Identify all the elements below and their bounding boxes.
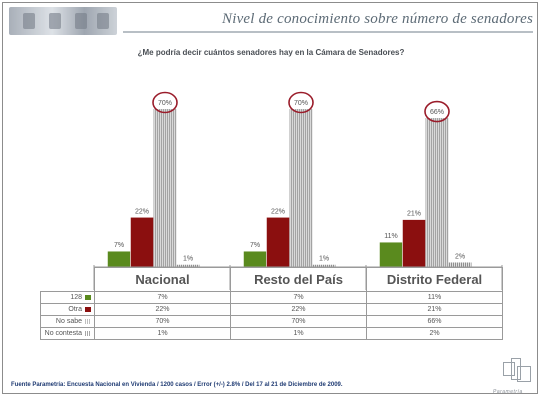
row-label-text: No contesta	[44, 330, 82, 337]
table-cell: 2%	[366, 327, 503, 340]
highlight-circle	[152, 91, 178, 114]
bar-value-label: 70%	[158, 100, 172, 107]
bar-128	[379, 241, 403, 268]
column-header-nacional: Nacional	[94, 267, 231, 292]
survey-question: ¿Me podría decir cuántos senadores hay e…	[137, 48, 405, 57]
row-label: No contesta	[40, 327, 95, 340]
column-header-resto-del-pais: Resto del País	[230, 267, 367, 292]
bar-value-label: 7%	[250, 242, 260, 249]
table-cell: 7%	[230, 291, 367, 304]
row-label: No sabe	[40, 315, 95, 328]
bar-no-contesta	[176, 264, 200, 267]
bar-otra	[130, 217, 154, 268]
table-cell: 1%	[94, 327, 231, 340]
brand-name: Parametría	[493, 389, 523, 395]
brand-logo-mark	[495, 358, 535, 388]
table-cell: 70%	[94, 315, 231, 328]
source-note: Fuente Parametría: Encuesta Nacional en …	[11, 382, 343, 388]
bar-value-label: 1%	[319, 256, 329, 263]
table-row: No contesta 1% 1% 2%	[40, 327, 503, 340]
legend-swatch	[85, 330, 91, 336]
table-cell: 21%	[366, 303, 503, 316]
table-cell: 22%	[230, 303, 367, 316]
slide-frame: Nivel de conocimiento sobre número de se…	[2, 2, 538, 395]
row-label-text: No sabe	[55, 318, 82, 325]
bar-value-label: 11%	[384, 233, 398, 240]
column-header-distrito-federal: Distrito Federal	[366, 267, 503, 292]
bar-otra	[402, 219, 426, 268]
highlight-circle	[424, 100, 450, 123]
table-cell: 66%	[366, 315, 503, 328]
bar-value-label: 22%	[271, 208, 285, 215]
header-logo-image	[9, 7, 117, 35]
highlight-circle	[288, 91, 314, 114]
bar-no-sabe	[153, 109, 177, 267]
bar-128	[107, 250, 131, 268]
bar-value-label: 1%	[183, 256, 193, 263]
table-cell: 7%	[94, 291, 231, 304]
bar-128	[243, 250, 267, 268]
title-divider	[123, 31, 533, 33]
table-cell: 11%	[366, 291, 503, 304]
table-cell: 1%	[230, 327, 367, 340]
bar-value-label: 66%	[430, 109, 444, 116]
bar-value-label: 2%	[455, 253, 465, 260]
legend-swatch	[85, 318, 91, 324]
bar-value-label: 70%	[294, 100, 308, 107]
bar-otra	[266, 217, 290, 268]
table-corner-cell	[40, 267, 95, 292]
table-row: Otra 22% 22% 21%	[40, 303, 503, 316]
bar-no-contesta	[312, 264, 336, 267]
bar-no-sabe	[425, 118, 449, 268]
bar-no-contesta	[448, 262, 472, 267]
bar-value-label: 21%	[407, 211, 421, 218]
row-label: 128	[40, 291, 95, 304]
table-cell: 22%	[94, 303, 231, 316]
table-cell: 70%	[230, 315, 367, 328]
legend-swatch	[85, 306, 91, 312]
table-row: 128 7% 7% 11%	[40, 291, 503, 304]
page-title: Nivel de conocimiento sobre número de se…	[222, 11, 533, 27]
row-label: Otra	[40, 303, 95, 316]
data-table: Nacional Resto del País Distrito Federal…	[40, 267, 503, 340]
row-label-text: Otra	[68, 306, 82, 313]
table-header-row: Nacional Resto del País Distrito Federal	[40, 267, 503, 292]
bar-value-label: 22%	[135, 208, 149, 215]
bar-value-label: 7%	[114, 242, 124, 249]
table-row: No sabe 70% 70% 66%	[40, 315, 503, 328]
row-label-text: 128	[70, 294, 82, 301]
bar-chart: 7% 22% 70% 1% 7% 22% 70% 1% 11% 21% 66% 2%	[93, 91, 503, 290]
bar-no-sabe	[289, 109, 313, 267]
legend-swatch	[85, 294, 91, 300]
